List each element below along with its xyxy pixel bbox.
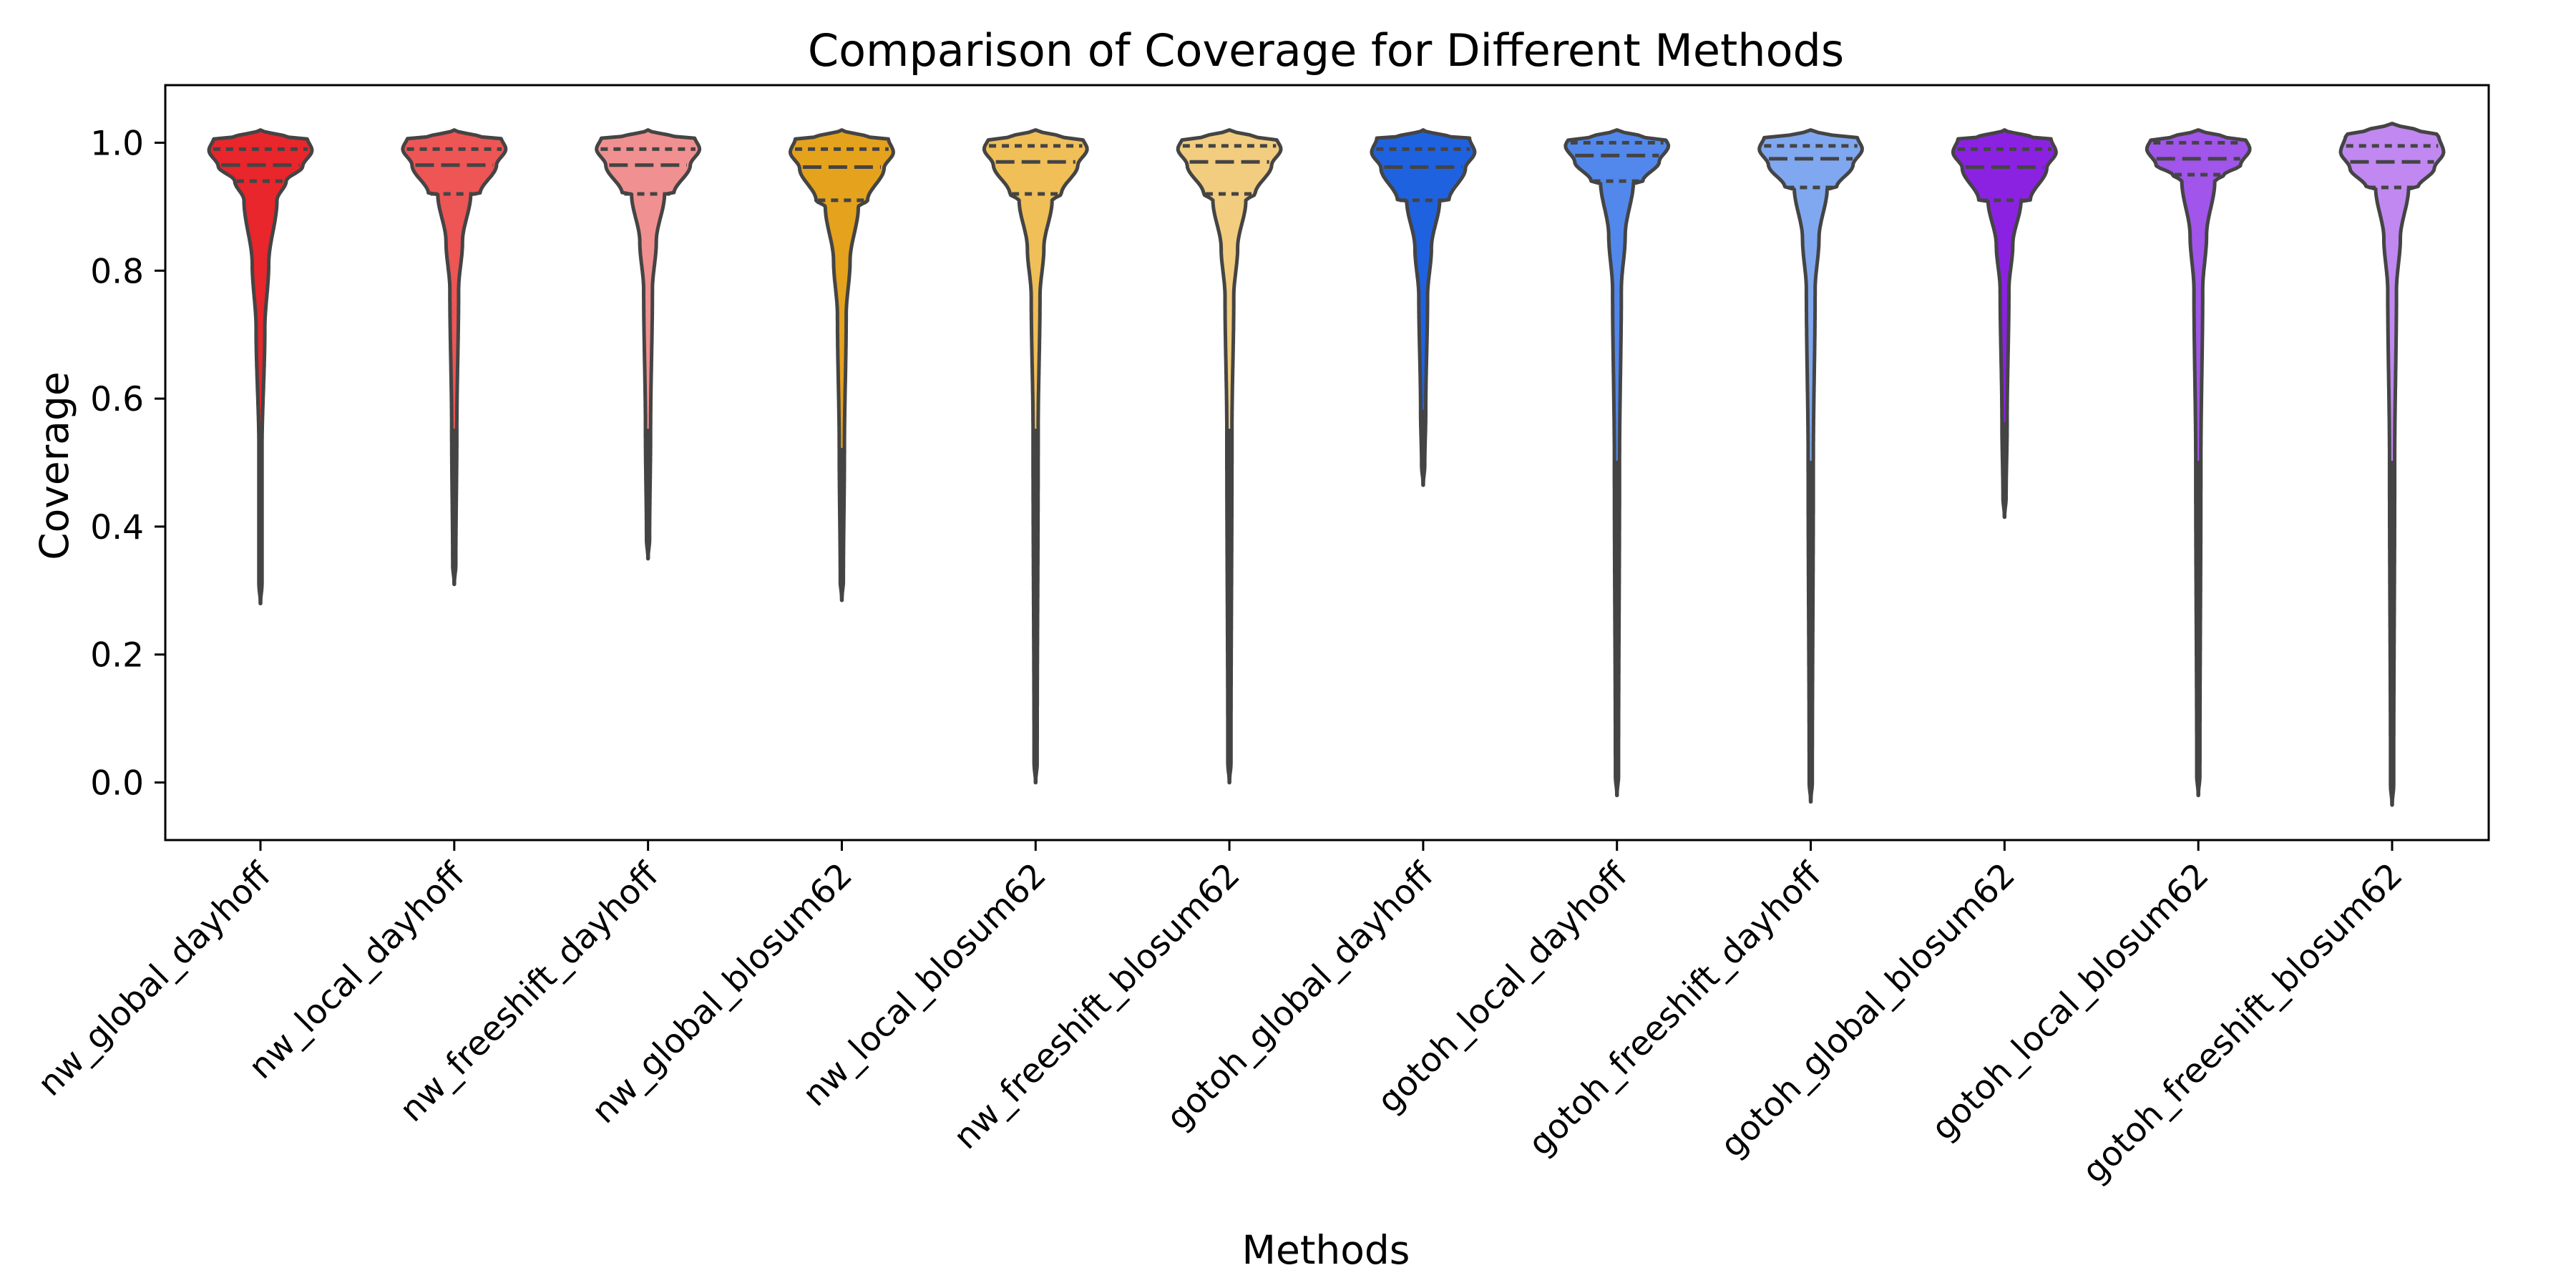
x-tick-label: gotoh_freeshift_blosum62 — [2075, 856, 2411, 1191]
y-axis: 0.0 0.2 0.4 0.6 0.8 1.0 — [90, 124, 165, 804]
violin-gotoh_freeshift_blosum62 — [2338, 122, 2446, 807]
y-tick-label: 0.2 — [90, 636, 144, 675]
y-tick-label: 0.6 — [90, 380, 144, 419]
y-axis-label: Coverage — [31, 371, 77, 560]
y-tick-label: 0.0 — [90, 764, 144, 804]
violin-gotoh_global_blosum62 — [1951, 128, 2058, 519]
violin-nw_freeshift_dayhoff — [595, 128, 702, 561]
y-tick-label: 0.8 — [90, 252, 144, 291]
violin-gotoh_local_dayhoff — [1563, 128, 1671, 798]
y-tick-label: 0.4 — [90, 508, 144, 547]
violin-nw_local_dayhoff — [401, 128, 508, 587]
violin-nw_global_dayhoff — [207, 128, 314, 605]
x-axis-label: Methods — [1242, 1227, 1410, 1273]
x-tick-label: nw_local_dayhoff — [241, 854, 473, 1086]
violin-gotoh_freeshift_dayhoff — [1757, 128, 1864, 804]
violin-nw_local_blosum62 — [982, 128, 1089, 785]
violin-nw_global_blosum62 — [789, 128, 895, 602]
chart-title: Comparison of Coverage for Different Met… — [808, 24, 1844, 77]
plot-area — [207, 122, 2446, 807]
x-tick-label: nw_global_dayhoff — [30, 854, 279, 1103]
violin-gotoh_local_blosum62 — [2145, 128, 2252, 798]
plot-frame — [164, 84, 2490, 841]
violin-gotoh_global_dayhoff — [1370, 128, 1477, 487]
y-tick-label: 1.0 — [90, 124, 144, 163]
x-axis: nw_global_dayhoffnw_local_dayhoffnw_free… — [30, 840, 2410, 1191]
violin-nw_freeshift_blosum62 — [1176, 128, 1283, 785]
